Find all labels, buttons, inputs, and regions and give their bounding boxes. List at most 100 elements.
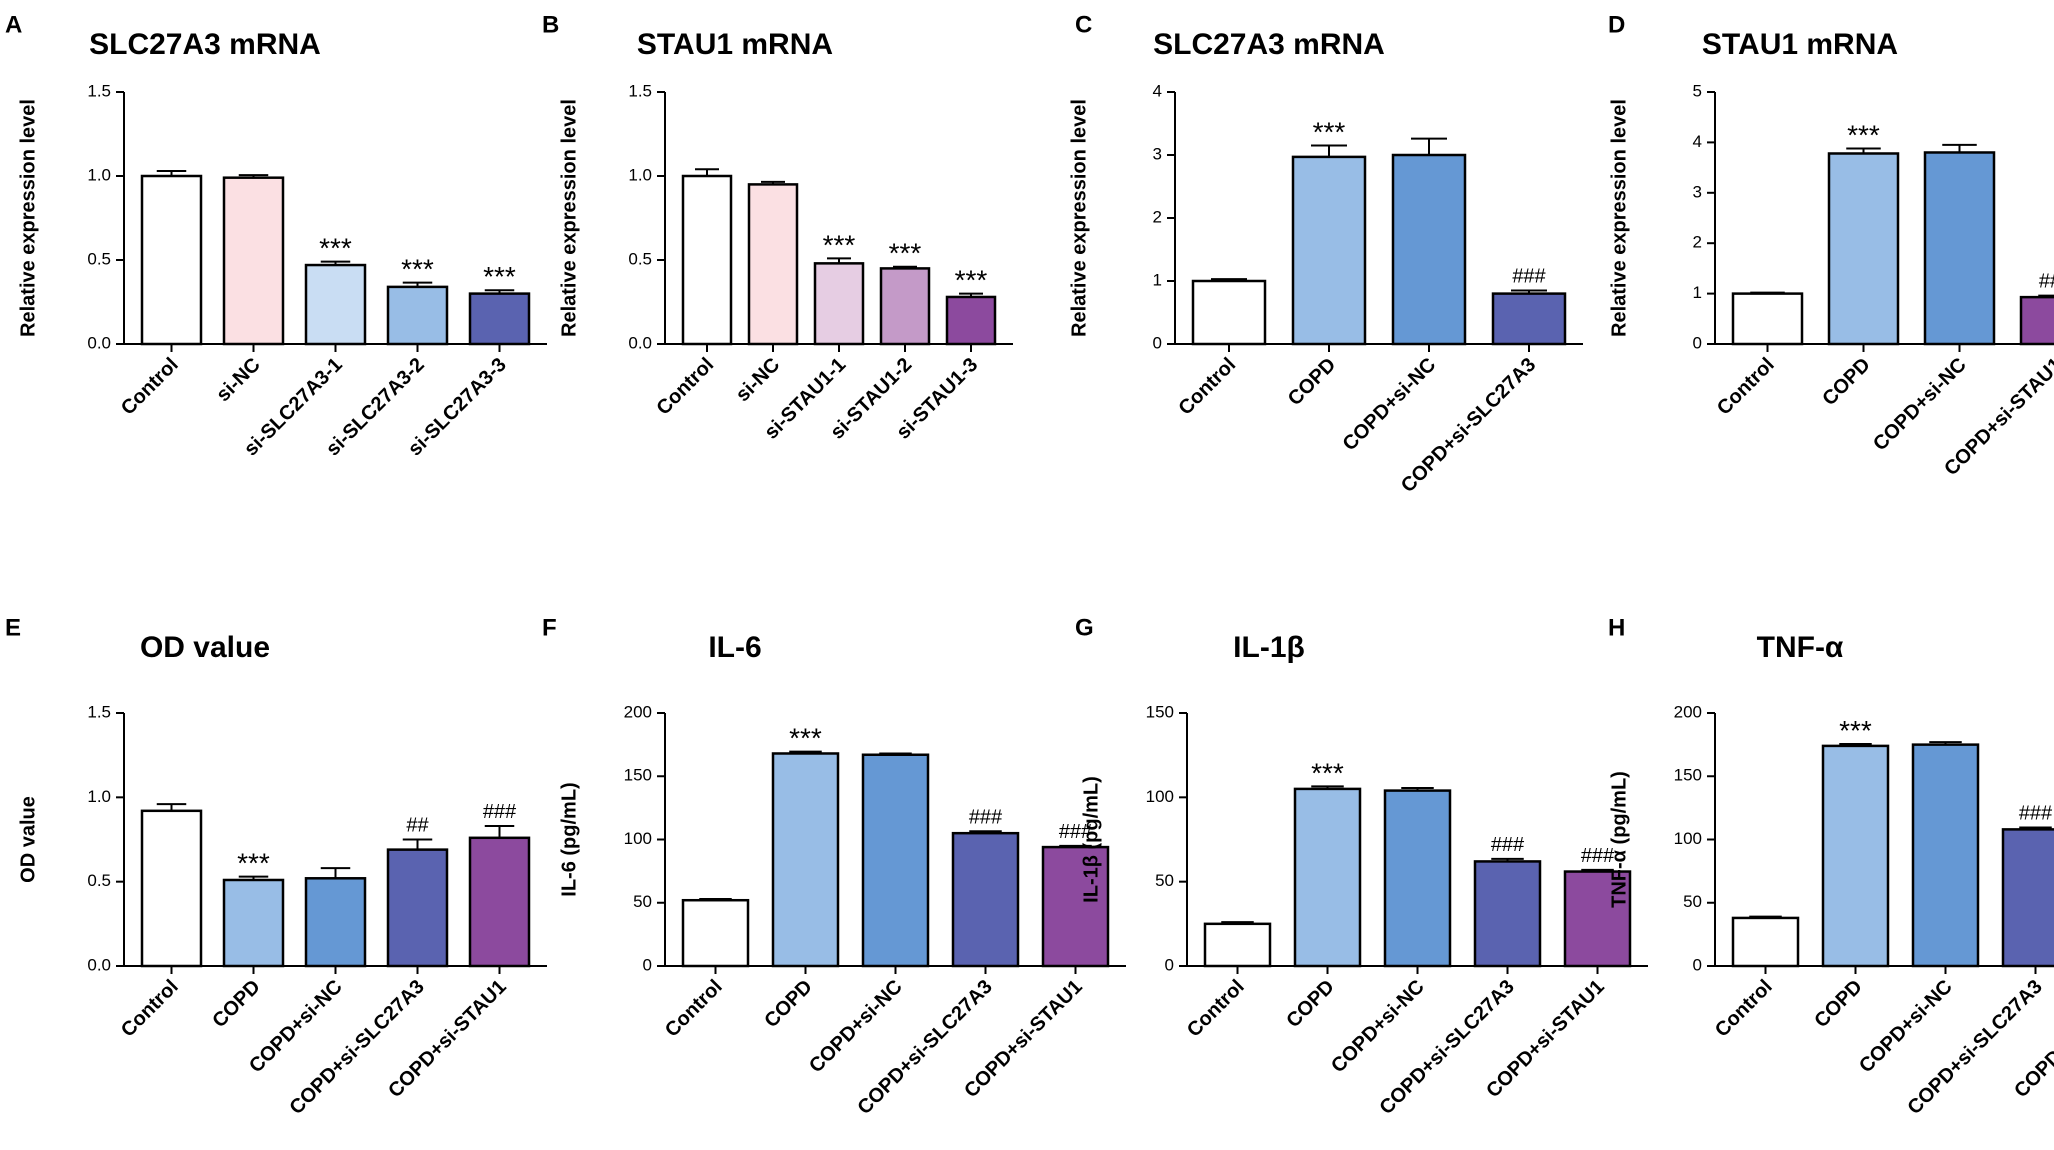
- y-tick-label: 4: [1693, 132, 1702, 151]
- chart-panel-f: F IL-6 0 50 100 150 200 IL-6 (pg/mL) Control *** C…: [542, 614, 1126, 1119]
- y-tick-label: 50: [633, 892, 652, 911]
- significance-label: ###: [483, 801, 517, 823]
- chart-panel-d: D STAU1 mRNA 0 1 2 3 4 5 Relative expression lev…: [1608, 11, 2054, 480]
- bar-3: [1383, 789, 1452, 968]
- y-tick-label: 1.5: [628, 81, 652, 100]
- bar-5: [468, 292, 531, 346]
- bar-2: [222, 176, 285, 346]
- significance-label: ###: [1581, 845, 1615, 867]
- y-axis-title: Relative expression level: [558, 99, 580, 337]
- significance-label: ***: [1311, 757, 1344, 788]
- y-tick-label: 3: [1153, 144, 1162, 163]
- x-tick-label: COPD+si-SLC27A3: [285, 976, 428, 1119]
- chart-panel-a: A SLC27A3 mRNA 0.0 0.5 1.0 1.5 Relative expres…: [5, 11, 547, 460]
- bar-1: [140, 809, 203, 968]
- panel-label: B: [542, 11, 559, 38]
- bar-4: [2019, 295, 2054, 346]
- x-tick-label: COPD+si-NC: [805, 976, 907, 1078]
- bar-2: [1291, 155, 1367, 346]
- y-axis-title: Relative expression level: [17, 99, 39, 337]
- chart-panel-h: H TNF-α 0 50 100 150 200 TNF-α (pg/mL) Control **…: [1608, 614, 2054, 1119]
- bar-1: [140, 174, 203, 346]
- bar-3: [304, 877, 367, 968]
- y-tick-label: 100: [1146, 787, 1174, 806]
- significance-label: ***: [237, 848, 270, 879]
- bar-1: [1191, 279, 1267, 346]
- panel-label: E: [5, 614, 21, 641]
- bar-1: [1731, 916, 1800, 968]
- y-tick-label: 0: [643, 955, 652, 974]
- significance-label: ***: [1839, 715, 1872, 746]
- x-tick-label: si-NC: [212, 354, 264, 406]
- bar-4: [1473, 860, 1542, 968]
- panel-label: H: [1608, 614, 1625, 641]
- y-tick-label: 150: [624, 766, 652, 785]
- y-tick-label: 0: [1693, 955, 1702, 974]
- bar-3: [1923, 151, 1996, 346]
- y-tick-label: 1.5: [87, 702, 111, 721]
- bar-2: [1821, 744, 1890, 968]
- y-tick-label: 3: [1693, 182, 1702, 201]
- y-axis-title: Relative expression level: [1608, 99, 1630, 337]
- y-axis-title: IL-6 (pg/mL): [558, 782, 580, 896]
- chart-title: OD value: [140, 631, 270, 664]
- bar-4: [951, 831, 1020, 968]
- y-axis-title: TNF-α (pg/mL): [1608, 771, 1630, 908]
- x-tick-label: Control: [661, 976, 727, 1042]
- significance-label: ###: [969, 806, 1003, 828]
- chart-title: IL-6: [708, 631, 761, 664]
- y-tick-label: 0: [1165, 955, 1174, 974]
- chart-title: IL-1β: [1233, 631, 1305, 664]
- bar-2: [771, 752, 840, 968]
- y-tick-label: 50: [1155, 871, 1174, 890]
- panel-label: D: [1608, 11, 1625, 38]
- bar-3: [1391, 153, 1467, 346]
- y-tick-label: 0: [1153, 333, 1162, 352]
- x-tick-label: Control: [1713, 354, 1779, 420]
- y-tick-label: 150: [1674, 766, 1702, 785]
- significance-label: ***: [889, 238, 922, 269]
- y-tick-label: 1.0: [87, 787, 111, 806]
- y-tick-label: 1.0: [628, 165, 652, 184]
- y-tick-label: 100: [624, 829, 652, 848]
- bar-1: [681, 898, 750, 968]
- y-tick-label: 100: [1674, 829, 1702, 848]
- y-tick-label: 200: [1674, 702, 1702, 721]
- chart-panel-g: G IL-1β 0 50 100 150 IL-1β (pg/mL) Control *** CO…: [1075, 614, 1648, 1119]
- x-tick-label: COPD+si-NC: [1327, 976, 1429, 1078]
- y-tick-label: 0.5: [87, 249, 111, 268]
- y-tick-label: 5: [1693, 81, 1702, 100]
- chart-panel-c: C SLC27A3 mRNA 0 1 2 3 4 Relative expression le…: [1068, 11, 1583, 497]
- x-tick-label: Control: [117, 976, 183, 1042]
- bar-2: [747, 183, 799, 346]
- bar-3: [861, 753, 930, 968]
- y-tick-label: 0.0: [628, 333, 652, 352]
- bar-1: [681, 174, 733, 346]
- x-tick-label: Control: [1183, 976, 1249, 1042]
- y-tick-label: 200: [624, 702, 652, 721]
- significance-label: ###: [1059, 821, 1093, 843]
- bar-4: [1491, 292, 1567, 346]
- x-tick-label: COPD: [208, 976, 264, 1032]
- bar-2: [222, 878, 285, 968]
- significance-label: ***: [1313, 117, 1346, 148]
- significance-label: ***: [789, 723, 822, 754]
- bar-5: [468, 836, 531, 968]
- y-tick-label: 2: [1153, 207, 1162, 226]
- x-tick-label: COPD+si-NC: [1339, 354, 1441, 456]
- significance-label: ***: [483, 261, 516, 292]
- panel-label: G: [1075, 614, 1094, 641]
- x-tick-label: COPD: [1810, 976, 1866, 1032]
- bar-2: [1293, 787, 1362, 968]
- bar-4: [386, 848, 449, 968]
- y-tick-label: 0.5: [628, 249, 652, 268]
- x-tick-label: Control: [652, 354, 718, 420]
- x-tick-label: COPD+si-NC: [1869, 354, 1971, 456]
- significance-label: ***: [401, 254, 434, 285]
- y-axis-title: Relative expression level: [1068, 99, 1090, 337]
- bar-3: [1911, 743, 1980, 968]
- y-tick-label: 0.0: [87, 333, 111, 352]
- panel-label: C: [1075, 11, 1092, 38]
- y-tick-label: 1.0: [87, 165, 111, 184]
- y-tick-label: 4: [1153, 81, 1162, 100]
